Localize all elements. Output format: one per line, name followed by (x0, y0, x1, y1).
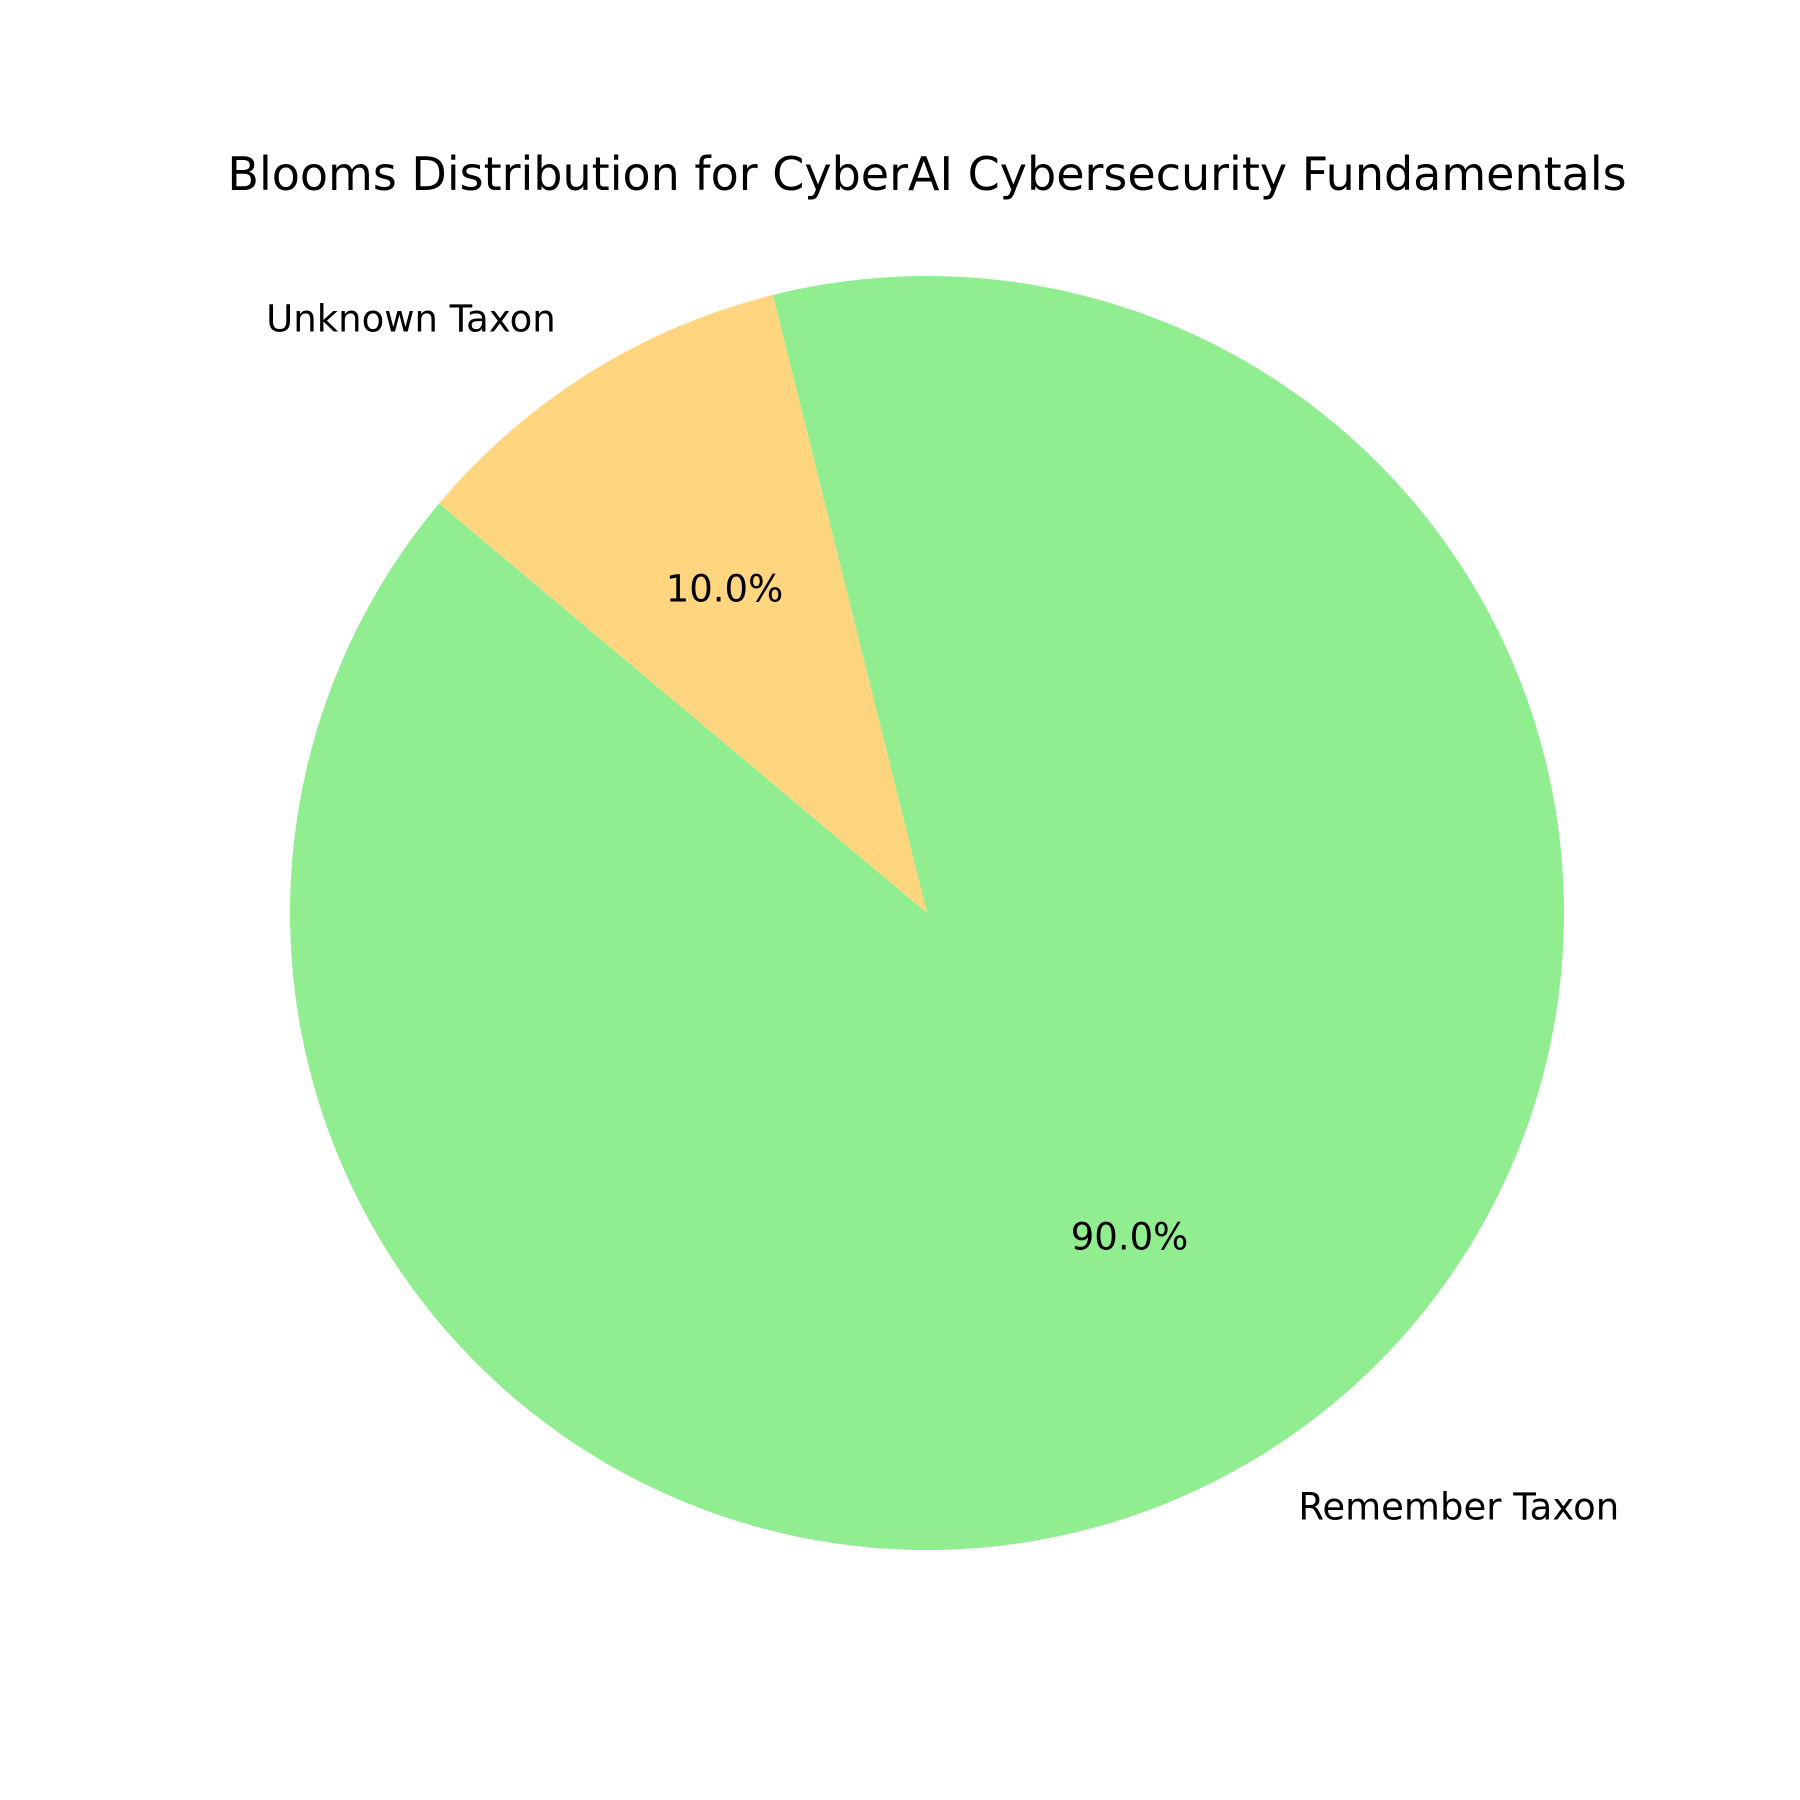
chart-title: Blooms Distribution for CyberAI Cybersec… (227, 147, 1626, 201)
pct-label-unknown-taxon: 10.0% (666, 567, 784, 610)
pie-labels: Remember Taxon 90.0% Unknown Taxon 10.0% (266, 297, 1619, 1528)
pie-slices (290, 276, 1564, 1551)
pct-label-remember-taxon: 90.0% (1071, 1216, 1189, 1259)
pie-slice-unknown-taxon (439, 294, 927, 913)
pie-slice-remember-taxon (290, 276, 1564, 1551)
slice-label-unknown-taxon: Unknown Taxon (266, 297, 556, 340)
slice-label-remember-taxon: Remember Taxon (1298, 1486, 1619, 1529)
